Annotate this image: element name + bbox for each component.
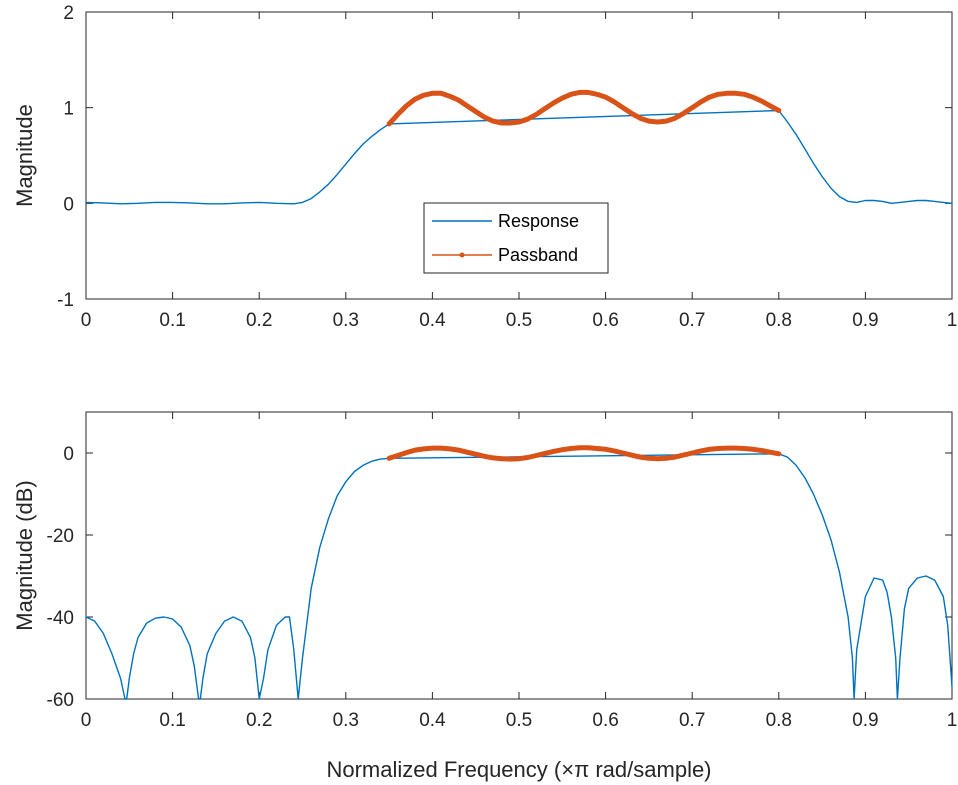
x-tick-label: 0.6: [592, 310, 618, 331]
top-y-axis-label: Magnitude: [12, 104, 37, 207]
x-tick-label: 0.5: [506, 310, 532, 331]
passband-line: [386, 89, 782, 127]
bottom-series: [85, 445, 953, 700]
y-tick-label: 0: [63, 444, 74, 465]
y-tick-label: 2: [63, 3, 74, 24]
x-tick-label: 0.9: [852, 310, 878, 331]
bottom-axes: 0 0.1 0.2 0.3 0.4 0.5 0.6 0.7 0.8 0.9 1 -60 -40 -20 0…: [12, 411, 958, 782]
x-tick-label: 0: [81, 710, 92, 731]
x-tick-label: 0.5: [506, 710, 532, 731]
legend: Response Passband: [423, 202, 609, 274]
x-tick-label: 0.1: [159, 310, 185, 331]
legend-box: [423, 202, 609, 274]
bottom-axes-box: [85, 411, 953, 700]
bottom-y-ticks: -60 -40 -20 0: [47, 444, 952, 711]
y-tick-label: 1: [63, 99, 74, 120]
legend-response-label: Response: [498, 211, 579, 231]
bottom-x-ticks: 0 0.1 0.2 0.3 0.4 0.5 0.6 0.7 0.8 0.9 1: [81, 412, 958, 731]
y-tick-label: -1: [57, 290, 74, 311]
x-tick-label: 0.6: [592, 710, 618, 731]
x-tick-label: 0.4: [419, 310, 446, 331]
y-tick-label: -20: [47, 526, 74, 547]
x-tick-label: 0.8: [766, 310, 792, 331]
y-tick-label: -40: [47, 608, 74, 629]
bottom-y-axis-label: Magnitude (dB): [12, 480, 37, 630]
legend-passband-label: Passband: [498, 245, 578, 265]
response-line: [85, 109, 953, 205]
x-tick-label: 0.3: [333, 710, 359, 731]
x-tick-label: 0.7: [679, 310, 705, 331]
x-tick-label: 0.4: [419, 710, 446, 731]
response-line: [85, 453, 953, 700]
legend-passband-marker: [459, 252, 465, 258]
x-tick-label: 0.1: [159, 710, 185, 731]
y-tick-label: -60: [47, 690, 74, 711]
x-tick-label: 0.8: [766, 710, 792, 731]
x-tick-label: 1: [947, 710, 958, 731]
x-tick-label: 0.3: [333, 310, 359, 331]
y-tick-label: 0: [63, 194, 74, 215]
x-tick-label: 0.9: [852, 710, 878, 731]
x-tick-label: 0: [81, 310, 92, 331]
x-axis-label: Normalized Frequency (×π rad/sample): [326, 757, 711, 782]
top-x-ticks: 0 0.1 0.2 0.3 0.4 0.5 0.6 0.7 0.8 0.9 1: [81, 12, 958, 331]
x-tick-label: 1: [947, 310, 958, 331]
passband-line: [386, 445, 782, 462]
x-tick-label: 0.2: [246, 710, 272, 731]
top-axes: 0 0.1 0.2 0.3 0.4 0.5 0.6 0.7 0.8 0.9 1 -1 0 1 2 Magn…: [12, 3, 957, 331]
x-tick-label: 0.2: [246, 310, 272, 331]
top-series: [85, 89, 953, 205]
x-tick-label: 0.7: [679, 710, 705, 731]
